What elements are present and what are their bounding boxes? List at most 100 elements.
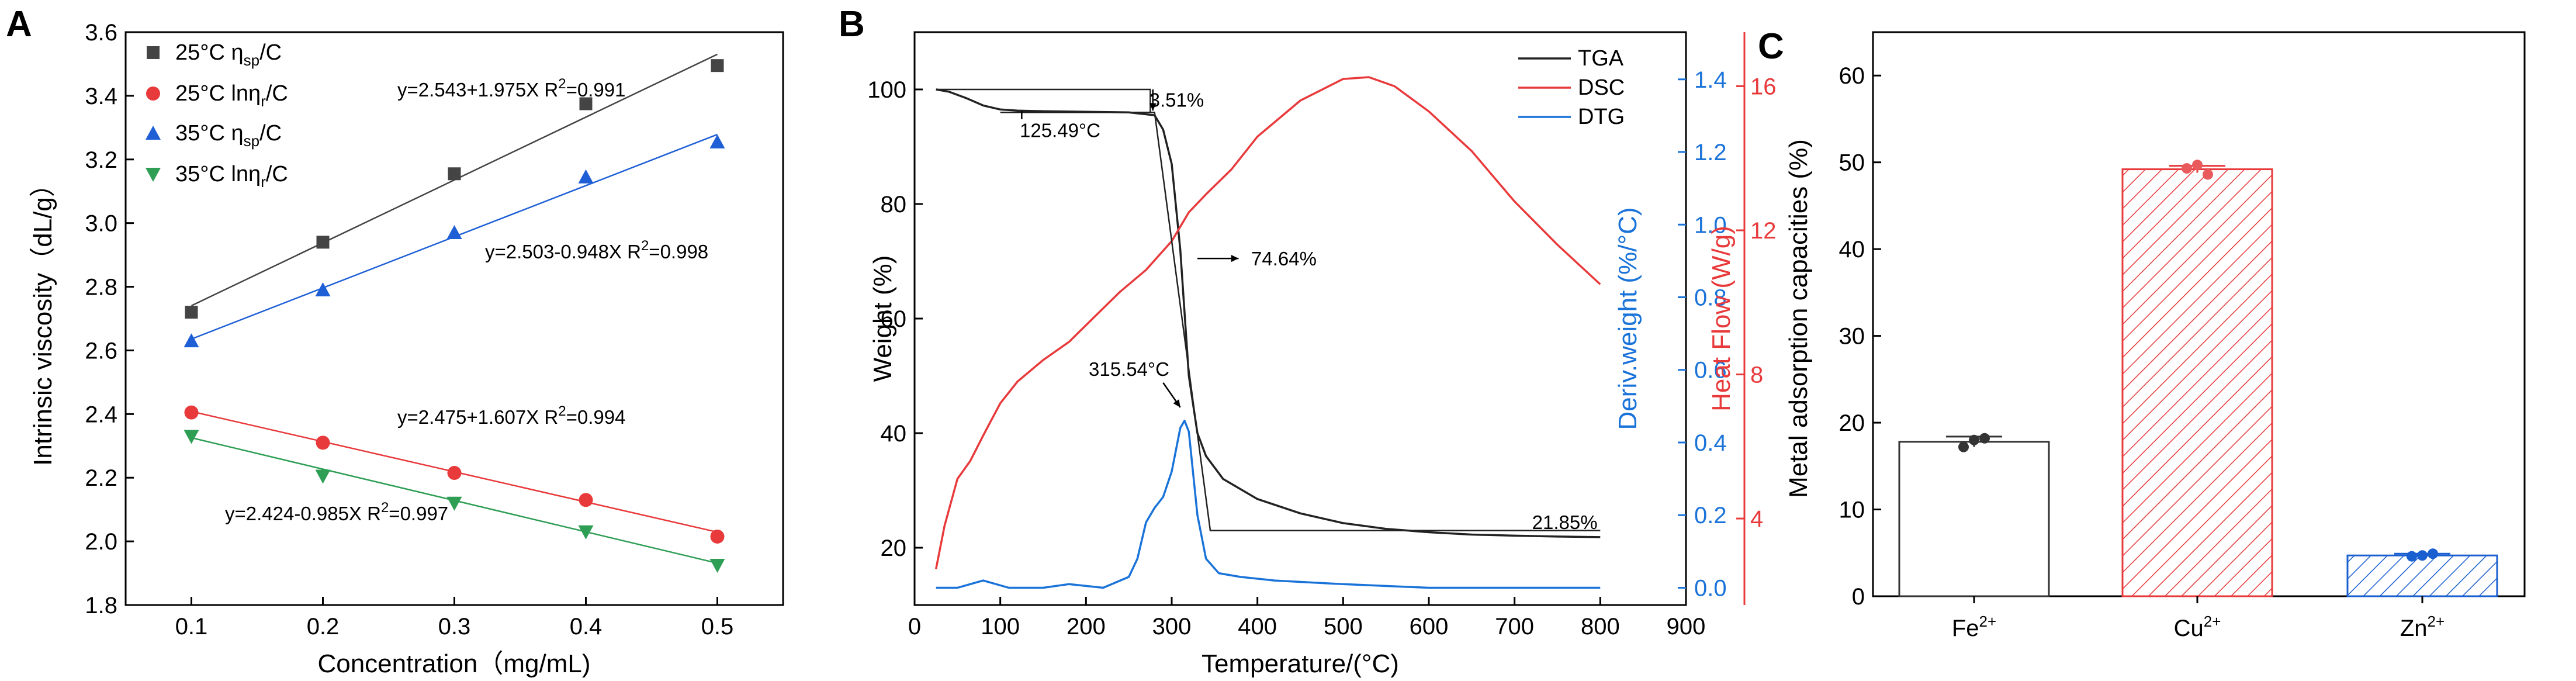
panel-c-data-point xyxy=(2407,551,2417,562)
panel-a-x-tick-label: 0.5 xyxy=(701,614,734,639)
panel-b-x-tick-label: 100 xyxy=(981,614,1020,639)
panel-a-data-point xyxy=(711,59,724,72)
panel-c-bar xyxy=(1898,441,2050,597)
panel-a-legend-marker xyxy=(147,46,160,59)
panel-b-x-tick-label: 200 xyxy=(1067,614,1106,639)
panel-a-data-point xyxy=(448,167,461,181)
panel-b-deriv-axis-title: Deriv.weight (%/°C) xyxy=(1614,207,1642,430)
panel-a-y-tick-label: 3.0 xyxy=(85,211,117,237)
panel-a-x-tick-label: 0.1 xyxy=(175,614,208,639)
panel-c-y-tick-label: 20 xyxy=(1839,410,1865,436)
panel-a-frame xyxy=(124,31,784,606)
panel-b-series-line-dtg xyxy=(936,419,1601,589)
panel-a-x-tick-label: 0.3 xyxy=(438,614,471,639)
panel-b-legend-label: TGA xyxy=(1578,46,1624,71)
panel-b-deriv-tick-label: 0.4 xyxy=(1694,430,1727,456)
panel-c-x-tick-label: Fe2+ xyxy=(1952,613,1996,641)
panel-a-data-point xyxy=(315,282,331,296)
panel-b-weight-tick-label: 20 xyxy=(881,535,907,561)
panel-a-letter: A xyxy=(6,4,32,44)
panel-c-data-point xyxy=(1958,441,1969,452)
panel-a-data-point xyxy=(709,134,725,148)
panel-a-y-tick-label: 3.6 xyxy=(85,20,117,46)
panel-b-x-tick-label: 500 xyxy=(1324,614,1363,639)
panel-a-data-point xyxy=(710,529,725,544)
panel-a-y-tick-label: 2.6 xyxy=(85,338,117,364)
panel-a-viscosity-chart: 0.1 0.2 0.3 0.4 0.5 1.8 2.0 2.2 2.4 2.6 2.8 3.0 3.2 3… xyxy=(29,20,784,678)
panel-a-x-axis-title: Concentration（mg/mL) xyxy=(317,649,590,678)
panel-b-x-axis-title: Temperature/(°C) xyxy=(1202,649,1399,678)
panel-b-heat-tick-label: 8 xyxy=(1750,362,1763,388)
panel-a-legend-marker xyxy=(146,168,161,182)
panel-a-legend-label: 35°C lnηr/C xyxy=(175,162,288,191)
panel-b-annotation-mass-loss-2: 74.64% xyxy=(1251,248,1317,269)
panel-b-heat-tick-label: 16 xyxy=(1750,74,1777,99)
panel-c-data-point xyxy=(2203,169,2213,180)
panel-c-data-point xyxy=(2192,160,2203,171)
panel-a-data-point xyxy=(578,525,594,540)
panel-b-x-tick-label: 0 xyxy=(908,614,921,639)
panel-c-y-tick-label: 0 xyxy=(1852,584,1865,610)
panel-a-data-point xyxy=(709,558,725,573)
panel-a-data-point xyxy=(579,493,593,507)
panel-b-heat-tick-label: 12 xyxy=(1750,218,1777,244)
panel-a-legend-marker xyxy=(146,126,161,140)
panel-b-annotation-arrow-3-head xyxy=(1173,399,1180,407)
panel-b-heat-axis-title: Heat Flow (W/g) xyxy=(1707,226,1736,412)
panel-b-letter: B xyxy=(839,4,865,44)
panel-b-legend-label: DTG xyxy=(1578,105,1625,129)
panel-b-x-tick-label: 800 xyxy=(1581,614,1620,639)
panel-a-y-tick-label: 2.0 xyxy=(85,529,117,555)
panel-b-weight-tick-label: 40 xyxy=(881,421,907,447)
panel-c-data-point xyxy=(2428,548,2438,559)
panel-c-adsorption-chart: 0 10 20 30 40 50 60 Fe2+ Cu2+ Zn2+ Metal adsorpt… xyxy=(1784,31,2526,641)
panel-b-x-tick-label: 700 xyxy=(1495,614,1534,639)
panel-c-bar xyxy=(2121,168,2273,597)
panel-c-data-point xyxy=(2417,550,2428,561)
panel-b-deriv-tick-label: 1.0 xyxy=(1694,212,1727,238)
panel-a-y-axis-title: Intrinsic viscosity（dL/g） xyxy=(29,171,57,466)
panel-b-weight-axis-title: Weight (%) xyxy=(868,255,897,382)
panel-a-fit-equation: y=2.424-0.985X R2=0.997 xyxy=(225,500,448,524)
panel-b-x-tick-label: 400 xyxy=(1238,614,1277,639)
panel-a-y-tick-label: 1.8 xyxy=(85,593,117,618)
panel-b-annotation-temp-2: 315.54°C xyxy=(1089,358,1169,380)
panel-c-y-tick-label: 40 xyxy=(1839,237,1865,262)
panel-a-data-point xyxy=(578,169,594,184)
panel-c-data-point xyxy=(1979,433,1990,444)
panel-b-deriv-tick-label: 0.0 xyxy=(1694,575,1727,601)
panel-a-x-tick-label: 0.2 xyxy=(307,614,340,639)
panel-a-data-point xyxy=(185,306,198,319)
panel-b-annotation-residue: 21.85% xyxy=(1532,511,1598,533)
panel-c-y-tick-label: 10 xyxy=(1839,497,1865,523)
panel-a-y-tick-label: 2.8 xyxy=(85,275,117,300)
panel-b-thermal-chart: 0 100 200 300 400 500 600 700 800 900 20 40 60 80 100 0… xyxy=(867,31,1777,678)
panel-c-y-tick-label: 60 xyxy=(1839,63,1865,89)
panel-a-data-point xyxy=(316,236,330,249)
panel-c-y-tick-label: 50 xyxy=(1839,150,1865,176)
panel-a-fit-equation: y=2.503-0.948X R2=0.998 xyxy=(485,238,708,262)
panel-a-y-tick-label: 3.2 xyxy=(85,147,117,173)
panel-a-data-point xyxy=(446,225,462,239)
panel-b-weight-tick-label: 100 xyxy=(867,77,906,103)
panel-c-x-tick-label: Zn2+ xyxy=(2400,613,2445,641)
panel-b-heat-tick-label: 4 xyxy=(1750,506,1763,532)
panel-b-weight-tick-label: 60 xyxy=(881,306,907,332)
panel-b-deriv-tick-label: 0.8 xyxy=(1694,285,1727,311)
panel-a-data-point xyxy=(447,466,462,480)
panel-a-legend-label: 25°C lnηr/C xyxy=(175,81,288,110)
panel-b-annotation-arrow-2-head xyxy=(1231,255,1239,262)
panel-a-data-point xyxy=(183,430,199,444)
panel-a-legend-label: 25°C ηsp/C xyxy=(175,40,282,69)
panel-b-legend-label: DSC xyxy=(1578,75,1625,100)
panel-a-data-point xyxy=(184,405,199,420)
panel-c-bar xyxy=(2346,554,2498,597)
panel-c-y-tick-label: 30 xyxy=(1839,324,1865,350)
panel-a-data-point xyxy=(579,97,593,110)
panel-c-data-point xyxy=(1969,434,1979,445)
panel-b-deriv-tick-label: 1.4 xyxy=(1694,67,1727,93)
panel-b-annotation-temp-1: 125.49°C xyxy=(1020,120,1100,141)
panel-a-data-point xyxy=(183,333,199,348)
panel-b-tga-tangent-lower xyxy=(1000,111,1601,531)
